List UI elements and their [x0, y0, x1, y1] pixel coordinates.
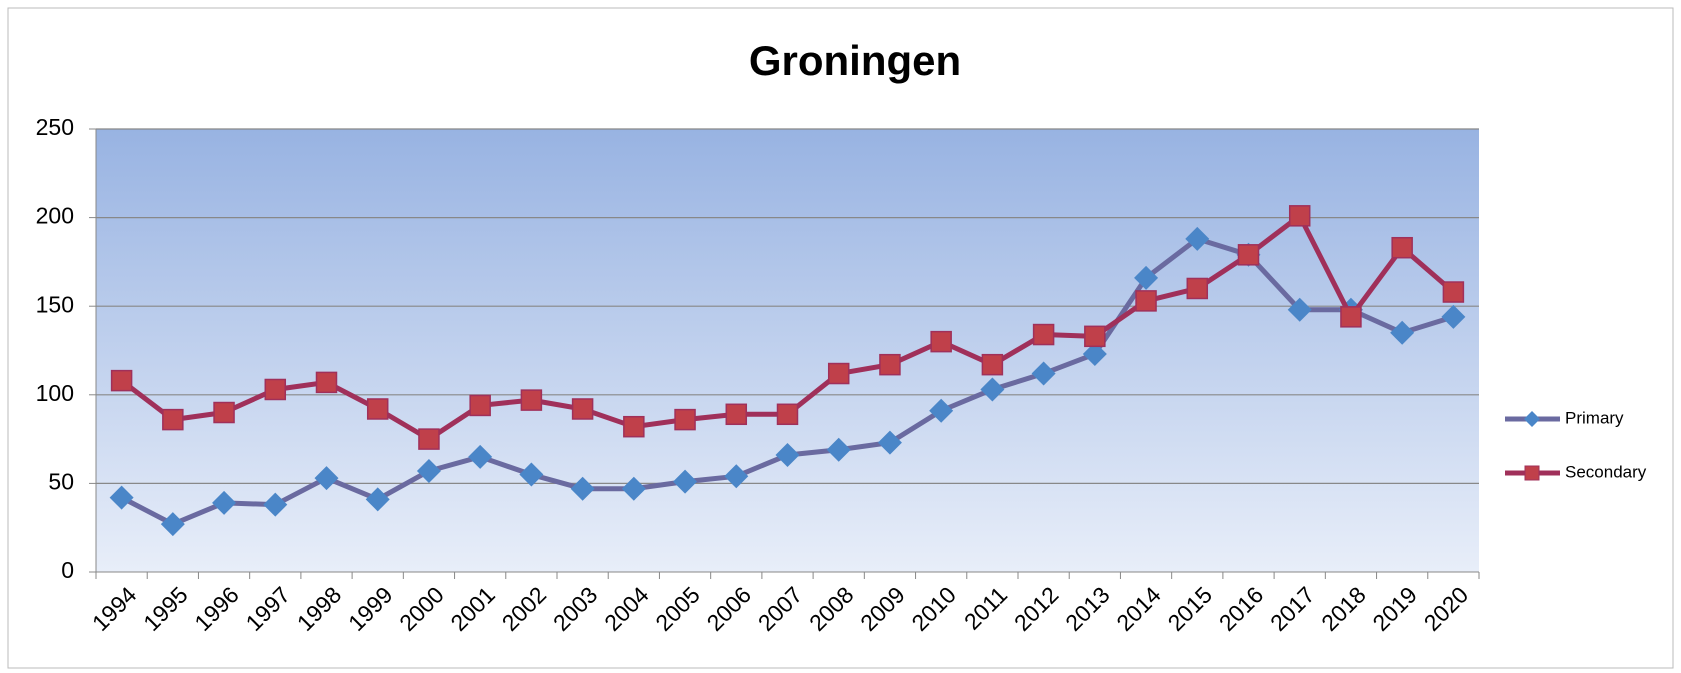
- point: [980, 377, 1005, 402]
- point: [725, 403, 748, 426]
- point: [1186, 277, 1209, 300]
- point: [1185, 226, 1210, 251]
- point: [1441, 304, 1466, 329]
- point: [418, 428, 440, 450]
- point: [1390, 320, 1415, 345]
- point: [621, 476, 646, 501]
- point: [674, 408, 696, 431]
- y-tick-label: 0: [61, 557, 74, 583]
- point: [110, 369, 133, 392]
- legend-label: Primary: [1565, 408, 1624, 427]
- point: [571, 398, 594, 420]
- point: [314, 466, 339, 491]
- point: [826, 437, 851, 462]
- point: [1391, 236, 1413, 259]
- point: [929, 398, 954, 423]
- point: [160, 512, 185, 537]
- y-tick-label: 100: [36, 380, 74, 406]
- point: [520, 389, 543, 411]
- legend-label: Secondary: [1565, 462, 1647, 481]
- point: [776, 403, 799, 426]
- y-tick-label: 250: [36, 114, 74, 140]
- point: [1288, 205, 1311, 227]
- point: [315, 371, 338, 394]
- point: [468, 444, 493, 469]
- point: [1287, 297, 1312, 322]
- point: [519, 462, 544, 487]
- point: [775, 443, 800, 468]
- point: [724, 464, 749, 489]
- point: [981, 353, 1004, 376]
- point: [1134, 265, 1159, 290]
- point: [1082, 342, 1107, 367]
- point: [1340, 306, 1362, 328]
- y-tick-label: 150: [36, 291, 74, 317]
- point: [1031, 361, 1056, 386]
- point: [109, 485, 134, 510]
- chart-title: Groningen: [749, 37, 961, 84]
- point: [570, 476, 595, 501]
- point: [1442, 281, 1465, 303]
- point: [1032, 323, 1055, 346]
- point: [879, 353, 901, 376]
- point: [213, 401, 235, 424]
- point: [263, 492, 288, 517]
- point: [930, 330, 952, 353]
- point: [877, 430, 902, 455]
- point: [673, 469, 698, 494]
- plot-area: [96, 129, 1479, 572]
- legend-marker: [1524, 411, 1540, 427]
- point: [416, 458, 441, 483]
- point: [365, 487, 390, 512]
- y-tick-label: 200: [36, 203, 74, 229]
- point: [162, 408, 184, 431]
- point: [623, 415, 645, 438]
- point: [264, 378, 287, 401]
- point: [1084, 325, 1106, 348]
- legend-marker: [1524, 465, 1540, 481]
- y-tick-label: 50: [48, 468, 74, 494]
- point: [1237, 244, 1260, 266]
- point: [212, 490, 237, 515]
- point: [366, 398, 389, 420]
- point: [827, 362, 850, 385]
- point: [469, 394, 491, 417]
- point: [1135, 290, 1157, 312]
